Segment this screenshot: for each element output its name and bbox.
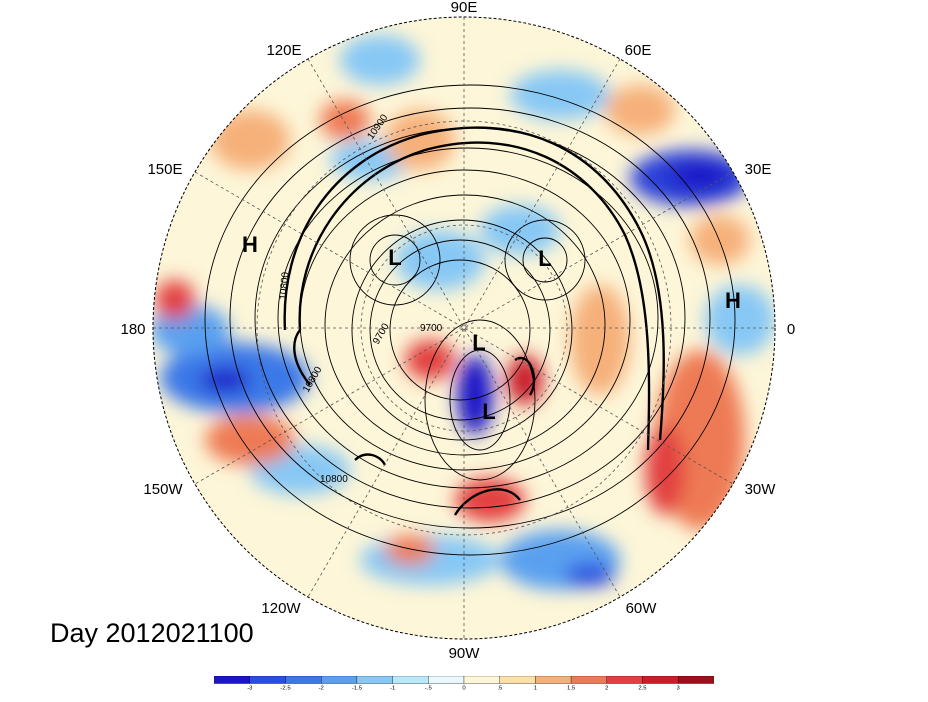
lon-120e: 120E	[266, 42, 301, 59]
colorbar-box	[606, 676, 643, 684]
lon-90w: 90W	[449, 645, 481, 662]
colorbar-box	[392, 676, 429, 684]
colorbar-box	[356, 676, 393, 684]
colorbar-box	[570, 676, 607, 684]
contour-label: 10800	[278, 271, 291, 300]
lon-60w: 60W	[626, 600, 658, 617]
graticule	[153, 17, 775, 639]
colorbar-boxes	[213, 676, 715, 684]
colorbar-labels: -3 -2.5 -2 -1.5 -1 -.5 0 .5 1 1.5 2 2.5 3	[247, 685, 680, 690]
anomaly-shading	[153, 17, 775, 639]
lon-30w: 30W	[745, 481, 777, 498]
colorbar-box	[642, 676, 679, 684]
colorbar-tick-label: 2	[605, 685, 608, 690]
colorbar-tick-label: -2	[319, 685, 324, 690]
lon-90e: 90E	[451, 0, 478, 16]
jet-contours	[283, 126, 665, 516]
high-marker: H	[242, 232, 258, 257]
colorbar-box	[213, 676, 251, 684]
colorbar-box	[285, 676, 322, 684]
low-marker: L	[472, 330, 485, 355]
colorbar-tick-label: 1	[534, 685, 537, 690]
lon-180: 180	[120, 321, 145, 338]
colorbar-tick-label: .5	[497, 685, 503, 690]
low-marker: L	[388, 245, 401, 270]
colorbar-tick-label: -3	[247, 685, 253, 690]
colorbar-box	[463, 676, 500, 684]
colorbar-box	[249, 676, 286, 684]
high-marker: H	[725, 288, 741, 313]
lon-30e: 30E	[745, 161, 772, 178]
colorbar-tick-label: -1	[390, 685, 395, 690]
colorbar-box	[677, 676, 715, 684]
lon-150e: 150E	[147, 161, 182, 178]
colorbar-tick-label: 0	[462, 685, 466, 690]
colorbar-box	[535, 676, 572, 684]
contour-label: 10800	[320, 474, 348, 485]
contour-label: 9700	[420, 323, 443, 334]
day-title: Day 2012021100	[50, 618, 254, 648]
colorbar-box	[428, 676, 465, 684]
lon-120w: 120W	[261, 600, 301, 617]
map-boundary	[152, 16, 776, 640]
low-marker: L	[538, 246, 551, 271]
lon-0: 0	[787, 321, 795, 338]
colorbar-box	[499, 676, 536, 684]
low-marker: L	[482, 399, 495, 424]
colorbar-tick-label: -.5	[425, 685, 433, 690]
colorbar-tick-label: -2.5	[280, 685, 291, 690]
colorbar-tick-label: 3	[677, 685, 681, 690]
colorbar-tick-label: -1.5	[352, 685, 363, 690]
pressure-systems: H L L L L H	[242, 232, 741, 424]
colorbar-tick-label: 2.5	[638, 685, 647, 690]
colorbar: -3 -2.5 -2 -1.5 -1 -.5 0 .5 1 1.5 2 2.5 3	[213, 676, 715, 690]
colorbar-tick-label: 1.5	[567, 685, 576, 690]
lon-150w: 150W	[143, 481, 183, 498]
lon-60e: 60E	[625, 42, 652, 59]
colorbar-box	[321, 676, 358, 684]
longitude-labels: 90E 60E 30E 0 30W 60W 90W 120W 150W 180 …	[120, 0, 795, 662]
